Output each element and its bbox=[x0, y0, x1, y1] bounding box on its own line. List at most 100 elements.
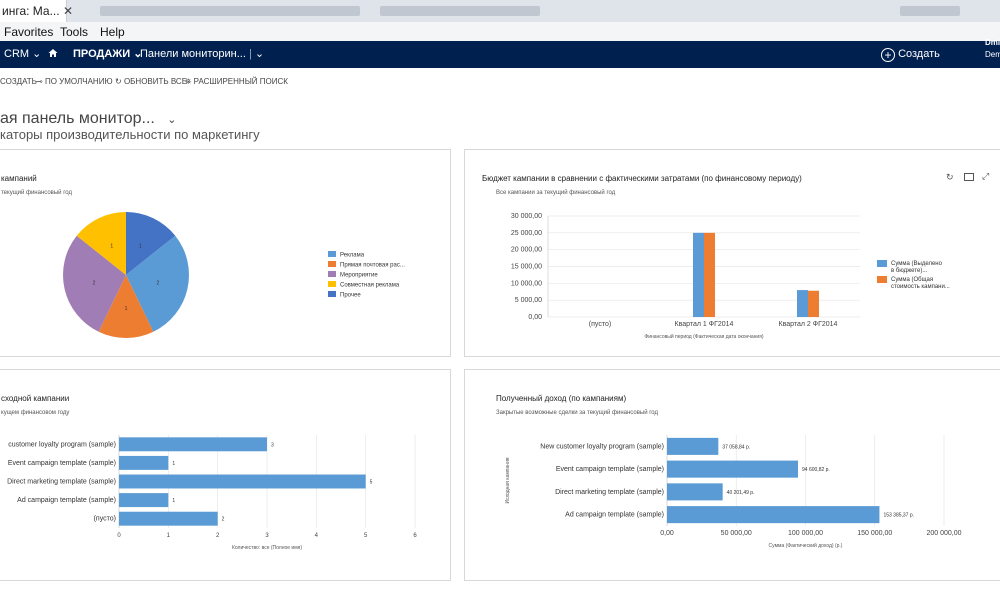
campaign-activity-panel: сходной кампании кущем финансовом году 0… bbox=[0, 369, 451, 581]
activity-bar-chart: 0 1 2 3 4 5 6 customer loyalty program (sample)… bbox=[7, 435, 417, 551]
y-tick-label: 20 000,00 bbox=[511, 247, 542, 254]
pie-slice-label: 1 bbox=[139, 243, 142, 249]
x-tick-label: Квартал 1 ФГ2014 bbox=[675, 321, 734, 328]
x-tick-label: 0 bbox=[117, 533, 121, 539]
dashboard-subtitle: каторы производительности по маркетингу bbox=[0, 127, 260, 142]
y-tick-label: Event campaign template (sample) bbox=[556, 466, 664, 473]
browser-tab-strip: инга: Ма... ✕ bbox=[0, 0, 1000, 23]
crm-app-menu[interactable]: CRM ⌄ bbox=[4, 41, 41, 68]
user-name[interactable]: Dmi bbox=[985, 38, 1000, 47]
refresh-icon[interactable]: ↻ bbox=[946, 172, 954, 182]
blurred-toolbar bbox=[100, 6, 360, 16]
separator: | bbox=[248, 48, 252, 60]
y-axis-label: Исходная кампания bbox=[505, 457, 511, 503]
legend-label: в бюджете)... bbox=[891, 268, 928, 274]
advanced-find-command[interactable]: ⛯ РАСШИРЕННЫЙ ПОИСК bbox=[185, 77, 288, 87]
y-tick-label: (пусто) bbox=[94, 516, 116, 523]
x-tick-label: (пусто) bbox=[589, 321, 611, 328]
budget-chart-panel: Бюджет кампании в сравнении с фактически… bbox=[464, 149, 1000, 357]
revenue-bar-chart: 0,00 50 000,00 100 000,00 150 000,00 200 000… bbox=[505, 435, 962, 549]
browser-tab[interactable]: инга: Ма... bbox=[0, 0, 67, 22]
legend-swatch bbox=[877, 260, 887, 267]
revenue-panel: Полученный доход (по кампаниям) Закрытые… bbox=[464, 369, 1000, 581]
panel-title: сходной кампании bbox=[1, 394, 70, 403]
create-label: Создать bbox=[898, 48, 940, 60]
bar bbox=[667, 483, 723, 501]
data-label: 153 385,37 р. bbox=[883, 513, 914, 519]
panel-title: Бюджет кампании в сравнении с фактически… bbox=[482, 174, 802, 183]
legend-swatch bbox=[877, 276, 887, 283]
binoculars-icon: ⛯ bbox=[185, 77, 192, 86]
default-command-label: ПО УМОЛЧАНИЮ bbox=[44, 77, 113, 86]
chevron-down-icon: ⌄ bbox=[32, 48, 42, 60]
user-org[interactable]: Dem bbox=[985, 50, 1000, 59]
expand-icon[interactable]: ⤢ bbox=[982, 171, 990, 181]
x-tick-label: 5 bbox=[364, 533, 368, 539]
chevron-down-icon: ⌄ bbox=[254, 48, 265, 60]
breadcrumb-page[interactable]: Панели мониторин... | ⌄ bbox=[140, 41, 264, 68]
page-label: Панели мониторин... bbox=[140, 48, 246, 60]
default-command[interactable]: ⊸ ПО УМОЛЧАНИЮ bbox=[36, 77, 113, 86]
y-tick-label: Direct marketing template (sample) bbox=[7, 479, 116, 486]
y-tick-label: 15 000,00 bbox=[511, 264, 542, 271]
bar bbox=[119, 437, 267, 452]
bar bbox=[119, 474, 366, 489]
refresh-icon: ↻ bbox=[115, 77, 122, 86]
grid-icon[interactable] bbox=[964, 173, 974, 181]
data-label: 94 600,82 р. bbox=[802, 467, 830, 473]
pie-slice bbox=[126, 235, 189, 332]
panel-title: Полученный доход (по кампаниям) bbox=[496, 394, 627, 403]
x-axis-label: Финансовый период (Фактическая дата окон… bbox=[644, 333, 764, 340]
x-tick-label: 4 bbox=[315, 533, 319, 539]
y-tick-label: 0,00 bbox=[528, 314, 542, 321]
bar bbox=[704, 232, 715, 317]
panel-subtitle: кущем финансовом году bbox=[1, 410, 70, 416]
home-icon[interactable] bbox=[48, 41, 58, 68]
bar bbox=[119, 455, 169, 470]
tab-close-icon[interactable]: ✕ bbox=[62, 4, 74, 18]
x-axis-label: Количество: все (Полное имя) bbox=[232, 545, 302, 551]
panel-subtitle: Все кампании за текущий финансовый год bbox=[496, 190, 616, 196]
area-label: ПРОДАЖИ bbox=[73, 48, 131, 60]
budget-bar-chart: 30 000,00 25 000,00 20 000,00 15 000,00 10 0… bbox=[511, 213, 950, 340]
blurred-toolbar bbox=[900, 6, 960, 16]
data-label: 1 bbox=[172, 498, 175, 504]
menu-help[interactable]: Help bbox=[100, 25, 125, 39]
panel-subtitle: Закрытые возможные сделки за текущий фин… bbox=[496, 410, 658, 416]
legend-label: Прочее bbox=[340, 293, 361, 299]
data-label: 5 bbox=[370, 480, 373, 486]
x-tick-label: 2 bbox=[216, 533, 220, 539]
y-tick-label: Ad campaign template (sample) bbox=[17, 497, 116, 504]
bar bbox=[119, 493, 169, 508]
legend-swatch bbox=[328, 291, 336, 297]
chevron-down-icon: ⌄ bbox=[133, 48, 143, 60]
x-tick-label: 0,00 bbox=[660, 530, 674, 537]
legend-swatch bbox=[328, 281, 336, 287]
legend-label: Сумма (Общая bbox=[891, 277, 933, 283]
data-label: 37 058,84 р. bbox=[722, 444, 750, 450]
panel-subtitle: текущий финансовый год bbox=[1, 190, 72, 196]
data-label: 2 bbox=[222, 517, 225, 523]
campaigns-pie-panel: кампаний текущий финансовый год 1 2 1 2 1 Рек… bbox=[0, 149, 451, 357]
panel-title: кампаний bbox=[1, 174, 37, 183]
pin-icon: ⊸ bbox=[36, 77, 43, 86]
legend-label: Совместная реклама bbox=[340, 283, 400, 289]
page-title: ая панель монитор... bbox=[0, 110, 155, 127]
bar bbox=[119, 511, 218, 526]
refresh-all-command[interactable]: ↻ ОБНОВИТЬ ВСЕ bbox=[115, 77, 187, 86]
create-command[interactable]: СОЗДАТЬ bbox=[0, 77, 37, 86]
area-menu[interactable]: ПРОДАЖИ ⌄ bbox=[73, 41, 142, 68]
y-tick-label: 25 000,00 bbox=[511, 230, 542, 237]
dashboard-selector[interactable]: ая панель монитор... ⌄ bbox=[0, 110, 177, 128]
plus-circle-icon: + bbox=[881, 48, 895, 62]
x-tick-label: 150 000,00 bbox=[857, 530, 892, 537]
menu-favorites[interactable]: Favorites bbox=[4, 25, 54, 39]
y-tick-label: New customer loyalty program (sample) bbox=[540, 443, 664, 450]
legend-label: Реклама bbox=[340, 253, 365, 259]
x-tick-label: 1 bbox=[167, 533, 171, 539]
create-button[interactable]: + Создать bbox=[881, 41, 940, 68]
legend-label: Прямая почтовая рас... bbox=[340, 263, 405, 269]
bar bbox=[667, 437, 719, 455]
pie-slice-label: 1 bbox=[125, 306, 128, 312]
menu-tools[interactable]: Tools bbox=[60, 25, 89, 39]
